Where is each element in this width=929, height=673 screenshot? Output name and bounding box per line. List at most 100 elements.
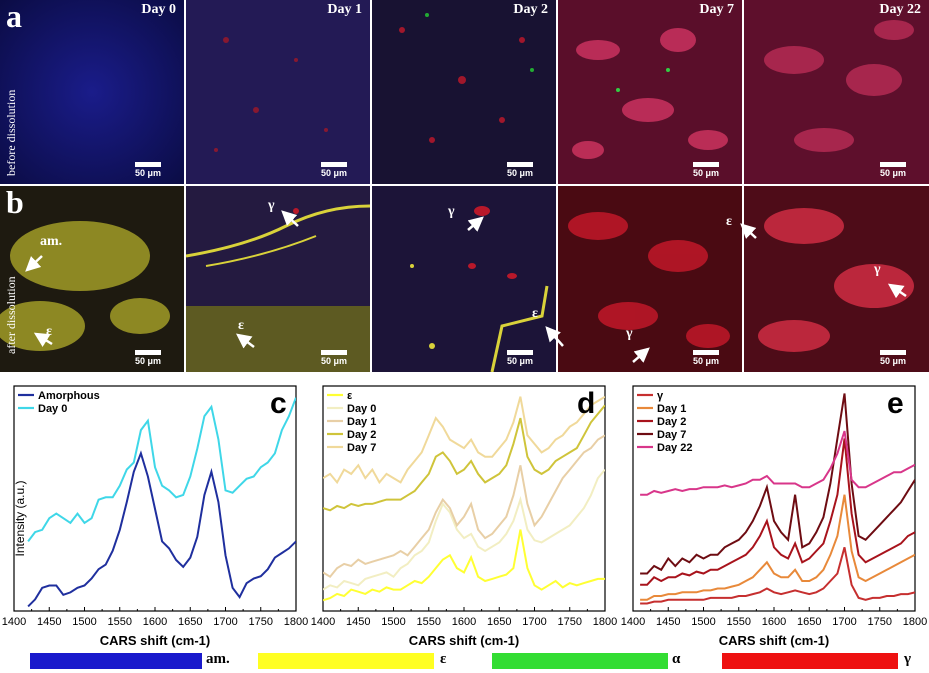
legend-label: Day 1	[657, 403, 686, 415]
annotation-eps: ε	[238, 318, 244, 333]
x-tick-label: 1500	[691, 616, 715, 628]
x-axis-label: CARS shift (cm-1)	[100, 633, 211, 648]
series-line-4	[323, 404, 605, 512]
annotation-eps: ε	[532, 306, 538, 321]
series-line-1	[27, 450, 296, 608]
series-line-3	[640, 438, 915, 586]
day-label: Day 22	[879, 2, 921, 17]
scale-bar: 50 μm	[684, 350, 728, 366]
tile-b-day22: γ 50 μm	[744, 186, 929, 372]
scale-bar: 50 μm	[871, 162, 915, 178]
colorbar-am	[30, 653, 202, 669]
panel-b-label: b	[6, 186, 24, 220]
x-tick-label: 1600	[452, 616, 476, 628]
legend-label: Day 7	[347, 442, 376, 454]
day-label: Day 0	[141, 2, 176, 17]
tile-image	[558, 0, 742, 184]
tile-b-day7: ε γ 50 μm	[558, 186, 742, 372]
row-label-after: after dissolution	[4, 276, 18, 354]
day-label: Day 7	[699, 2, 734, 17]
scale-bar: 50 μm	[312, 162, 356, 178]
scale-bar: 50 μm	[684, 162, 728, 178]
tile-image	[186, 0, 370, 184]
legend-label: ε	[347, 390, 353, 402]
series-line-5	[323, 395, 605, 485]
series-line-2	[27, 397, 296, 543]
colorbar-gamma	[722, 653, 898, 669]
panel-letter: d	[577, 387, 595, 420]
x-tick-label: 1750	[249, 616, 273, 628]
tile-image	[0, 0, 184, 184]
chart-d: 1400 1450 1500 1550 1600 1650 1700 1750 1800 CARS…	[311, 385, 617, 648]
panel-letter: c	[270, 387, 287, 420]
annotation-am: am.	[40, 234, 63, 249]
colorbar-am-label: am.	[206, 651, 230, 667]
colorbar-gamma-label: γ	[904, 651, 912, 667]
x-tick-label: 1800	[903, 616, 927, 628]
tile-image	[186, 186, 370, 372]
x-tick-label: 1800	[593, 616, 617, 628]
x-tick-label: 1500	[381, 616, 405, 628]
series-line-1	[323, 529, 605, 602]
day-label: Day 2	[513, 2, 548, 17]
x-tick-label: 1450	[346, 616, 370, 628]
x-tick-label: 1550	[727, 616, 751, 628]
tile-b-day2: γ ε 50 μm	[372, 186, 556, 372]
x-tick-label: 1600	[143, 616, 167, 628]
scale-bar: 50 μm	[312, 350, 356, 366]
annotation-gamma: γ	[268, 198, 275, 213]
series-line-5	[640, 430, 915, 496]
x-tick-label: 1800	[284, 616, 308, 628]
scale-bar: 50 μm	[498, 350, 542, 366]
tile-a-day1: Day 1 50 μm	[186, 0, 370, 184]
x-tick-label: 1700	[522, 616, 546, 628]
day-label: Day 1	[327, 2, 362, 17]
plot-frame	[13, 385, 297, 612]
legend-label: γ	[657, 390, 664, 402]
x-tick-label: 1500	[72, 616, 96, 628]
tile-b-day0: b am. ε 50 μm	[0, 186, 184, 372]
legend-label: Amorphous	[38, 390, 100, 402]
annotation-gamma: γ	[874, 262, 881, 277]
tile-a-day2: Day 2 50 μm	[372, 0, 556, 184]
colorbar-alpha	[492, 653, 668, 669]
series-line-1	[640, 547, 915, 605]
x-tick-label: 1700	[213, 616, 237, 628]
x-tick-label: 1450	[37, 616, 61, 628]
annotation-eps: ε	[46, 324, 52, 339]
scale-bar: 50 μm	[871, 350, 915, 366]
legend-label: Day 22	[657, 442, 692, 454]
x-tick-label: 1600	[762, 616, 786, 628]
tile-b-day1: γ ε 50 μm	[186, 186, 370, 372]
x-tick-label: 1750	[558, 616, 582, 628]
annotation-gamma: γ	[448, 204, 455, 219]
x-tick-label: 1400	[311, 616, 335, 628]
legend-label: Day 2	[347, 429, 376, 441]
panel-letter: e	[887, 387, 904, 420]
scale-bar: 50 μm	[126, 350, 170, 366]
y-axis-label: Intensity (a.u.)	[13, 480, 27, 556]
x-tick-label: 1550	[108, 616, 132, 628]
tile-image	[372, 0, 556, 184]
panel-a-label: a	[6, 0, 22, 34]
x-axis-label: CARS shift (cm-1)	[719, 633, 830, 648]
legend-label: Day 2	[657, 416, 686, 428]
scale-bar: 50 μm	[498, 162, 542, 178]
x-tick-label: 1400	[2, 616, 26, 628]
legend-label: Day 1	[347, 416, 376, 428]
x-tick-label: 1650	[178, 616, 202, 628]
tile-a-day0: a Day 0 50 μm	[0, 0, 184, 184]
x-tick-label: 1450	[656, 616, 680, 628]
series-line-2	[323, 468, 605, 591]
legend-label: Day 0	[347, 403, 376, 415]
series-line-4	[640, 393, 915, 575]
tile-image	[744, 0, 929, 184]
chart-c: 1400 1450 1500 1550 1600 1650 1700 1750 1800 CARS…	[2, 385, 308, 648]
legend-label: Day 7	[657, 429, 686, 441]
x-tick-label: 1400	[621, 616, 645, 628]
tile-a-day22: Day 22 50 μm	[744, 0, 929, 184]
x-tick-label: 1700	[832, 616, 856, 628]
colorbar-eps	[258, 653, 434, 669]
microscopy-grid: a Day 0 50 μm Day 1 50 μm Day 2 50 μm Da…	[0, 0, 929, 372]
annotation-gamma: γ	[626, 326, 633, 341]
